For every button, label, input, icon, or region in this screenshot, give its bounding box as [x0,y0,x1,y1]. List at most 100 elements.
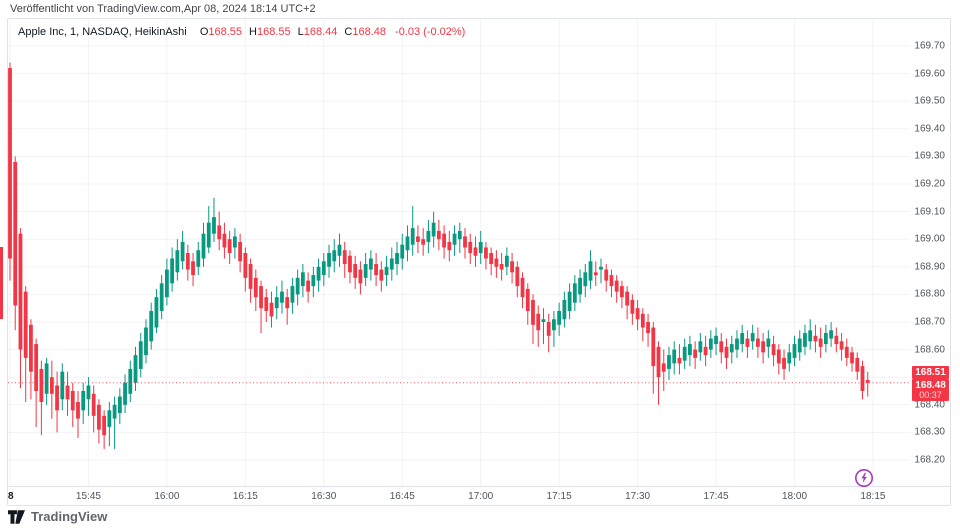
candle [269,291,274,328]
candle [86,377,91,416]
candle [839,333,844,361]
candle [813,324,818,353]
candle [489,247,494,276]
tradingview-logo[interactable]: TradingView [8,509,107,524]
legend-ohlc: O168.55 H168.55 L168.44 C168.48 -0.03 (-0.02… [200,26,466,38]
chart-card: Apple Inc, 1, NASDAQ, HeikinAshi O168.55… [7,18,951,506]
candle [803,324,807,356]
candle [766,330,771,358]
candle [499,253,504,281]
candle [410,206,415,256]
time-tick-label: 17:45 [703,491,729,502]
legend-close: C168.48 [344,26,387,38]
time-tick-label: 17:30 [625,491,651,502]
candle [196,241,201,276]
candle [457,222,462,253]
candle [620,280,624,309]
candle [823,324,828,353]
candle [159,275,164,320]
lightning-bolt-glyph [861,472,867,484]
candle [844,338,849,367]
candle [635,299,640,331]
candle [316,258,321,292]
candle [818,327,823,358]
candle [677,344,682,375]
time-tick-label: 16:15 [232,491,258,502]
candle [735,330,739,358]
candle [860,360,865,400]
legend-title[interactable]: Apple Inc, 1, NASDAQ, HeikinAshi [18,26,187,38]
price-axis[interactable]: 168.51 168.48 00:37 169.70 169.60 169.50 16… [910,19,950,487]
published-line: Veröffentlicht von TradingView.com,Apr 0… [10,3,316,15]
candle [149,302,154,350]
candle [583,264,588,298]
candle [688,335,692,367]
candle [117,388,122,425]
candle [55,371,59,433]
candle [29,319,33,400]
candle [102,410,107,449]
price-tick-label: 169.70 [914,40,945,52]
candle [599,258,603,284]
candle [787,344,792,372]
candle [468,233,473,265]
legend-high: H168.55 [249,26,291,38]
candle [107,402,112,447]
bar-countdown: 00:37 [919,389,942,400]
candle [834,327,839,353]
price-tick-label: 169.00 [914,233,945,245]
realtime-lightning-icon[interactable] [854,468,874,488]
candle [761,333,766,364]
candle [646,313,650,347]
candle [295,269,300,306]
candle [97,399,101,444]
price-tick-label: 168.60 [914,344,945,356]
time-tick-label: 15:45 [75,491,101,502]
candle [39,360,44,436]
price-tick-label: 169.50 [914,95,945,107]
candle [698,333,703,361]
candle [431,211,436,248]
candle [463,228,467,259]
candle [379,261,384,292]
candle [238,233,243,273]
price-tick-label: 168.30 [914,426,945,438]
candle [426,219,431,253]
candle [745,330,750,358]
candle [175,239,180,281]
candle [243,247,248,292]
candle [290,277,295,314]
price-tick-label: 169.20 [914,178,945,190]
clipped-candle [0,247,3,319]
price-chart[interactable] [8,19,910,489]
candle [651,322,656,394]
candle [661,349,666,391]
candle [191,253,195,287]
candle [76,391,80,438]
candle [18,228,23,389]
candle [60,363,65,411]
candle [133,346,138,391]
candle [625,286,630,320]
candle [682,338,687,369]
price-tick-label: 168.40 [914,399,945,411]
candle [138,333,143,378]
time-axis[interactable]: 8 15:45 16:00 16:15 16:30 16:45 17:00 17:15 17:3… [8,486,950,505]
candle [144,319,148,364]
candle [400,233,405,270]
legend-low: L168.44 [297,26,338,38]
secondary-price-badge: 168.51 [912,365,949,379]
legend-change: -0.03 (-0.02%) [395,26,466,38]
tradingview-logo-icon [8,509,25,524]
last-price-badge: 168.48 00:37 [912,378,949,401]
candle [436,219,441,251]
candle [321,253,326,287]
candle [714,327,718,356]
candle [285,288,290,325]
candle [212,197,216,242]
candle [165,258,169,306]
candle [755,327,760,358]
candle [395,241,399,276]
candle [227,230,232,265]
